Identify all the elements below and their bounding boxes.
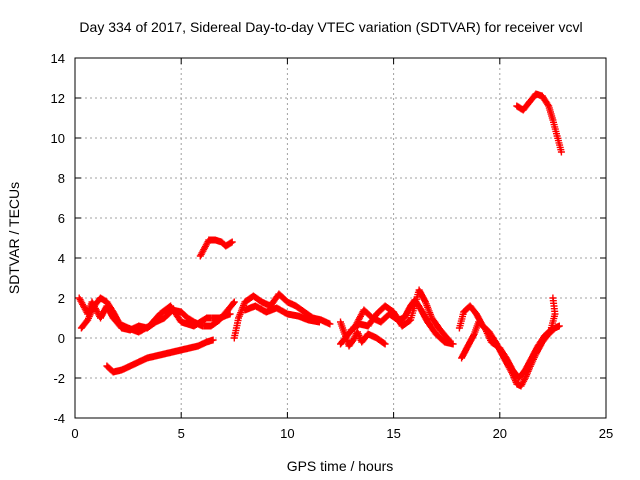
- data-series-pass-c: [103, 336, 217, 376]
- x-axis-label: GPS time / hours: [287, 458, 394, 474]
- y-tick-label: 14: [51, 51, 65, 66]
- y-tick-label: 8: [58, 171, 65, 186]
- data-series-pass-g: [337, 318, 389, 350]
- y-tick-label: 10: [51, 131, 65, 146]
- grid-lines: [75, 58, 606, 418]
- y-tick-label: -2: [53, 371, 65, 386]
- y-tick-label: 0: [58, 331, 65, 346]
- x-tick-label: 0: [71, 426, 78, 441]
- x-tick-label: 20: [493, 426, 507, 441]
- data-series-pass-k: [458, 294, 559, 382]
- chart-title: Day 334 of 2017, Sidereal Day-to-day VTE…: [79, 19, 582, 35]
- data-points: [75, 90, 565, 390]
- data-series-pass-i: [347, 286, 453, 344]
- plot-frame: [74, 57, 607, 419]
- data-series-pass-b: [77, 294, 234, 336]
- x-tick-label: 5: [178, 426, 185, 441]
- data-series-pass-j: [455, 302, 563, 390]
- axis-ticks: 0 5 10 15 20 25 -4 -2 0 2 4 6 8 10 12 14: [51, 51, 614, 441]
- x-tick-label: 25: [599, 426, 613, 441]
- x-tick-label: 15: [386, 426, 400, 441]
- y-tick-label: 6: [58, 211, 65, 226]
- y-tick-label: 2: [58, 291, 65, 306]
- y-tick-label: -4: [53, 411, 65, 426]
- y-axis-label: SDTVAR / TECUs: [6, 182, 22, 294]
- y-tick-label: 12: [51, 91, 65, 106]
- data-series-pass-l: [513, 90, 565, 156]
- y-tick-label: 4: [58, 251, 65, 266]
- data-series-pass-d: [196, 236, 236, 260]
- x-tick-label: 10: [280, 426, 294, 441]
- data-series-pass-f: [241, 302, 323, 326]
- data-series-pass-e: [230, 290, 334, 342]
